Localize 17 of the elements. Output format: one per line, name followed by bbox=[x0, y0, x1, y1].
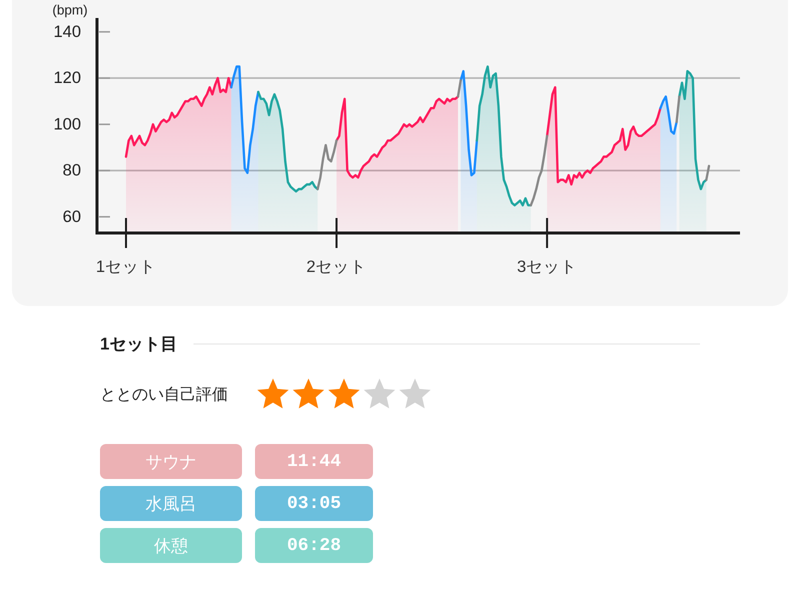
y-axis-title: (bpm) bbox=[52, 2, 88, 18]
phase-name: 休憩 bbox=[154, 536, 188, 556]
phase-duration: 03:05 bbox=[287, 494, 341, 514]
rating-label: ととのい自己評価 bbox=[100, 386, 228, 404]
y-tick-label: 100 bbox=[53, 115, 81, 134]
y-tick-label: 140 bbox=[53, 22, 81, 41]
x-tick-label: 1セット bbox=[96, 258, 156, 276]
y-tick-label: 80 bbox=[62, 162, 81, 180]
phase-duration: 06:28 bbox=[287, 536, 341, 556]
x-tick-label: 3セット bbox=[516, 258, 578, 276]
phase-name: サウナ bbox=[146, 452, 196, 472]
phase-name: 水風呂 bbox=[146, 494, 196, 514]
x-tick-label: 2セット bbox=[306, 258, 367, 276]
y-tick-label: 120 bbox=[53, 69, 81, 88]
phase-duration: 11:44 bbox=[287, 452, 341, 472]
y-tick-label: 60 bbox=[62, 208, 81, 226]
section-title: 1セット目 bbox=[100, 334, 178, 354]
